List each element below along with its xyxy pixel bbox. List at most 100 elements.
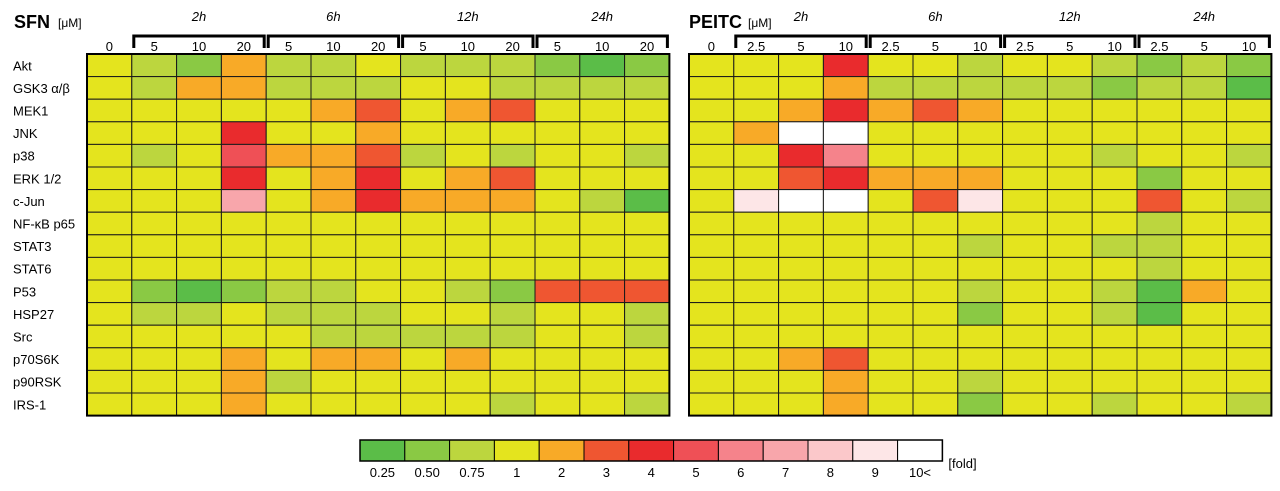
dose-label: 2.5 (882, 39, 900, 54)
heatmap-cell (912, 76, 959, 100)
peitc-title: PEITC (689, 12, 742, 32)
legend-swatch (717, 439, 764, 462)
heatmap-cell (355, 347, 402, 371)
heatmap-cell (624, 324, 670, 349)
heatmap-cell (355, 166, 402, 191)
heatmap-cell (400, 76, 446, 100)
heatmap-cell (688, 256, 735, 281)
heatmap-cell (867, 121, 914, 145)
heatmap-cell (579, 279, 626, 304)
heatmap-cell (444, 76, 491, 100)
heatmap-cell (444, 143, 491, 168)
heatmap-cell (778, 76, 824, 100)
row-label: p90RSK (13, 375, 62, 390)
heatmap-cell (265, 143, 312, 168)
legend-swatch (628, 439, 675, 462)
heatmap-cell (822, 302, 869, 326)
heatmap-cell (778, 256, 824, 281)
heatmap-cell (489, 76, 536, 100)
heatmap-cell (444, 256, 491, 281)
heatmap-cell (355, 392, 402, 417)
legend-swatch (852, 439, 899, 462)
heatmap-cell (1046, 369, 1093, 394)
heatmap-cell (176, 234, 222, 258)
time-label: 12h (457, 9, 479, 24)
heatmap-cell (733, 392, 780, 417)
legend-label: 4 (648, 465, 655, 480)
heatmap-cell (265, 98, 312, 123)
heatmap-cell (534, 143, 581, 168)
heatmap-cell (624, 98, 670, 123)
heatmap-cell (957, 302, 1004, 326)
heatmap-cell (1002, 302, 1048, 326)
heatmap-cell (822, 369, 869, 394)
heatmap-cell (957, 324, 1004, 349)
heatmap-cell (310, 121, 357, 145)
heatmap-cell (579, 256, 626, 281)
heatmap-cell (355, 143, 402, 168)
heatmap-cell (444, 279, 491, 304)
heatmap-cell (176, 166, 222, 191)
heatmap-cell (579, 143, 626, 168)
heatmap-cell (867, 234, 914, 258)
heatmap-cell (1046, 98, 1093, 123)
legend-swatch (449, 439, 495, 462)
heatmap-cell (131, 98, 178, 123)
heatmap-cell (1136, 189, 1183, 213)
heatmap-cell (579, 302, 626, 326)
heatmap-cell (957, 234, 1004, 258)
dose-label: 5 (151, 39, 158, 54)
heatmap-cell (1181, 166, 1228, 191)
heatmap-cell (867, 98, 914, 123)
heatmap-cell (1136, 279, 1183, 304)
heatmap-cell (1181, 189, 1228, 213)
heatmap-cell (778, 234, 824, 258)
heatmap-cell (733, 324, 780, 349)
time-label: 24h (1192, 9, 1215, 24)
legend-label: 6 (737, 465, 744, 480)
time-bracket (734, 34, 868, 48)
row-label: c-Jun (13, 194, 45, 209)
heatmap-cell (1226, 369, 1272, 394)
heatmap-cell (867, 143, 914, 168)
heatmap-cell (1091, 347, 1138, 371)
heatmap-cell (822, 166, 869, 191)
heatmap-cell (1226, 392, 1272, 417)
heatmap-cell (176, 98, 222, 123)
heatmap-cell (778, 166, 824, 191)
heatmap-cell (1091, 234, 1138, 258)
heatmap-cell (220, 256, 267, 281)
heatmap-cell (220, 324, 267, 349)
legend-swatch (673, 439, 719, 462)
heatmap-cell (176, 53, 222, 78)
dose-label: 2.5 (747, 39, 765, 54)
legend-swatch (359, 439, 406, 462)
heatmap-cell (1181, 302, 1228, 326)
heatmap-cell (400, 234, 446, 258)
row-label: JNK (13, 126, 38, 141)
heatmap-cell (220, 166, 267, 191)
panel-frame (688, 53, 1273, 417)
heatmap-cell (579, 347, 626, 371)
heatmap-cell (957, 369, 1004, 394)
heatmap-cell (444, 121, 491, 145)
heatmap-cell (1046, 234, 1093, 258)
heatmap-cell (176, 347, 222, 371)
heatmap-cell (688, 369, 735, 394)
heatmap-cell (220, 76, 267, 100)
heatmap-cell (444, 98, 491, 123)
heatmap-cell (912, 53, 959, 78)
heatmap-cell (778, 98, 824, 123)
legend-label: 0.50 (415, 465, 440, 480)
heatmap-cell (1091, 143, 1138, 168)
legend-swatch (404, 439, 451, 462)
time-bracket (401, 34, 535, 48)
heatmap-cell (912, 392, 959, 417)
heatmap-cell (957, 189, 1004, 213)
heatmap-cell (310, 166, 357, 191)
heatmap-cell (489, 324, 536, 349)
legend-swatch (897, 439, 943, 462)
heatmap-cell (1002, 279, 1048, 304)
row-label: Akt (13, 58, 32, 73)
heatmap-cell (131, 53, 178, 78)
